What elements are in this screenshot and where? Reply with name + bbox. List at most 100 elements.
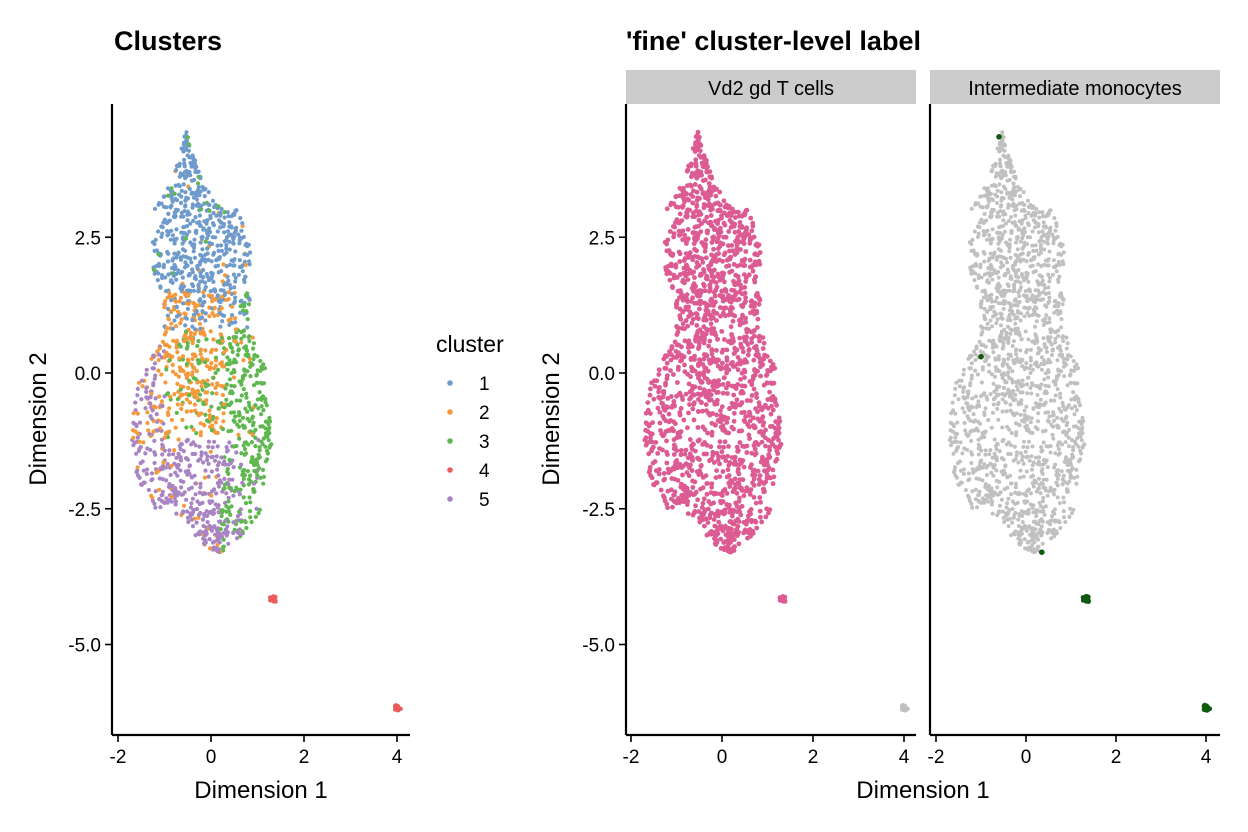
monocyte-background-point (1069, 438, 1074, 442)
monocyte-background-point (1043, 317, 1047, 321)
monocyte-background-point (1039, 367, 1044, 372)
vd2-highlight-point (678, 406, 684, 411)
monocyte-background-point (1008, 352, 1013, 357)
cluster-2-point (220, 339, 225, 344)
vd2-highlight-point (742, 488, 748, 494)
monocyte-background-point (1052, 492, 1056, 497)
cluster-1-point (209, 270, 214, 275)
vd2-highlight-point (742, 375, 747, 380)
monocyte-background-point (1070, 466, 1075, 471)
monocyte-background-point (963, 428, 968, 433)
vd2-highlight-point (736, 541, 742, 547)
cluster-1-point (183, 323, 188, 328)
cluster-2-point (130, 428, 136, 433)
cluster-1-point (216, 255, 221, 261)
cluster-3-point (231, 410, 236, 415)
vd2-highlight-point (722, 487, 728, 492)
monocyte-background-point (1002, 378, 1007, 383)
vd2-highlight-point (727, 406, 732, 412)
monocyte-background-point (1055, 387, 1060, 392)
cluster-1-point (167, 218, 172, 223)
cluster-3-point (245, 317, 250, 322)
cluster-2-point (199, 411, 204, 416)
cluster-2-point (208, 449, 213, 454)
monocyte-background-point (1060, 296, 1065, 301)
vd2-highlight-point (732, 229, 738, 235)
cluster-2-point (219, 360, 224, 365)
vd2-highlight-point (700, 500, 706, 506)
monocyte-background-point (1018, 412, 1023, 417)
monocyte-background-point (1018, 468, 1023, 473)
monocyte-background-point (998, 157, 1002, 162)
monocyte-background-point (983, 484, 988, 489)
vd2-highlight-point (682, 483, 687, 489)
cluster-1-point (248, 250, 253, 255)
cluster-5-point (173, 502, 178, 507)
vd2-highlight-point (738, 344, 744, 350)
monocyte-background-point (977, 220, 982, 225)
cluster-5-point (189, 475, 194, 480)
cluster-1-point (225, 210, 230, 215)
cluster-5-point (216, 510, 221, 515)
monocyte-background-point (1005, 501, 1010, 506)
cluster-1-point (165, 229, 170, 234)
cluster-2-point (207, 413, 212, 418)
cluster-1-point (246, 296, 251, 301)
monocyte-background-point (969, 206, 974, 211)
cluster-5-point (185, 515, 191, 521)
monocyte-background-point (1035, 427, 1040, 432)
cluster-2-point (190, 387, 195, 392)
cluster-5-point (171, 452, 176, 457)
cluster-5-point (202, 541, 207, 547)
monocyte-background-point (1059, 369, 1064, 374)
vd2-highlight-point (656, 389, 661, 395)
monocyte-background-point (998, 334, 1003, 339)
vd2-highlight-point (749, 450, 755, 456)
vd2-highlight-point (683, 214, 689, 220)
monocyte-background-point (978, 194, 983, 199)
cluster-3-point (254, 373, 259, 378)
monocyte-background-point (1029, 546, 1034, 551)
monocyte-background-point (1000, 346, 1005, 351)
vd2-highlight-point (768, 475, 773, 481)
cluster-1-point (194, 309, 199, 314)
monocyte-background-point (1046, 263, 1051, 268)
monocyte-background-point (1048, 228, 1053, 233)
monocyte-background-point (983, 448, 988, 453)
cluster-2-point (151, 404, 156, 409)
vd2-highlight-point (696, 361, 701, 367)
monocyte-background-point (1073, 404, 1078, 409)
cluster-3-point (241, 425, 247, 430)
monocyte-background-point (984, 394, 989, 399)
cluster-3-point (239, 393, 244, 398)
monocyte-background-point (1024, 361, 1029, 366)
vd2-highlight-point (719, 329, 725, 334)
vd2-highlight-point (732, 215, 738, 220)
cluster-2-point (212, 366, 217, 371)
cluster-3-point (225, 367, 230, 372)
monocyte-background-point (1035, 508, 1040, 513)
cluster-5-point (222, 500, 228, 505)
cluster-5-point (215, 467, 220, 472)
cluster-1-point (190, 205, 195, 210)
vd2-highlight-point (761, 486, 767, 492)
monocyte-background-point (1040, 530, 1045, 535)
cluster-2-point (180, 354, 186, 359)
vd2-highlight-point (701, 241, 707, 247)
cluster-3-point (246, 482, 251, 487)
vd2-highlight-point (743, 315, 748, 321)
monocyte-background-point (971, 412, 976, 417)
vd2-highlight-point (704, 165, 709, 171)
cluster-3-point (234, 398, 239, 403)
vd2-highlight-point (721, 375, 727, 381)
monocyte-background-point (1035, 545, 1040, 550)
vd2-highlight-point (742, 409, 747, 415)
monocyte-background-point (1015, 356, 1020, 361)
vd2-highlight-point (703, 159, 708, 165)
vd2-highlight-point (694, 315, 700, 321)
cluster-1-point (184, 173, 190, 179)
cluster-1-point (218, 288, 223, 293)
monocyte-background-point (995, 406, 1000, 411)
cluster-1-point (200, 309, 205, 314)
vd2-highlight-point (749, 462, 754, 467)
